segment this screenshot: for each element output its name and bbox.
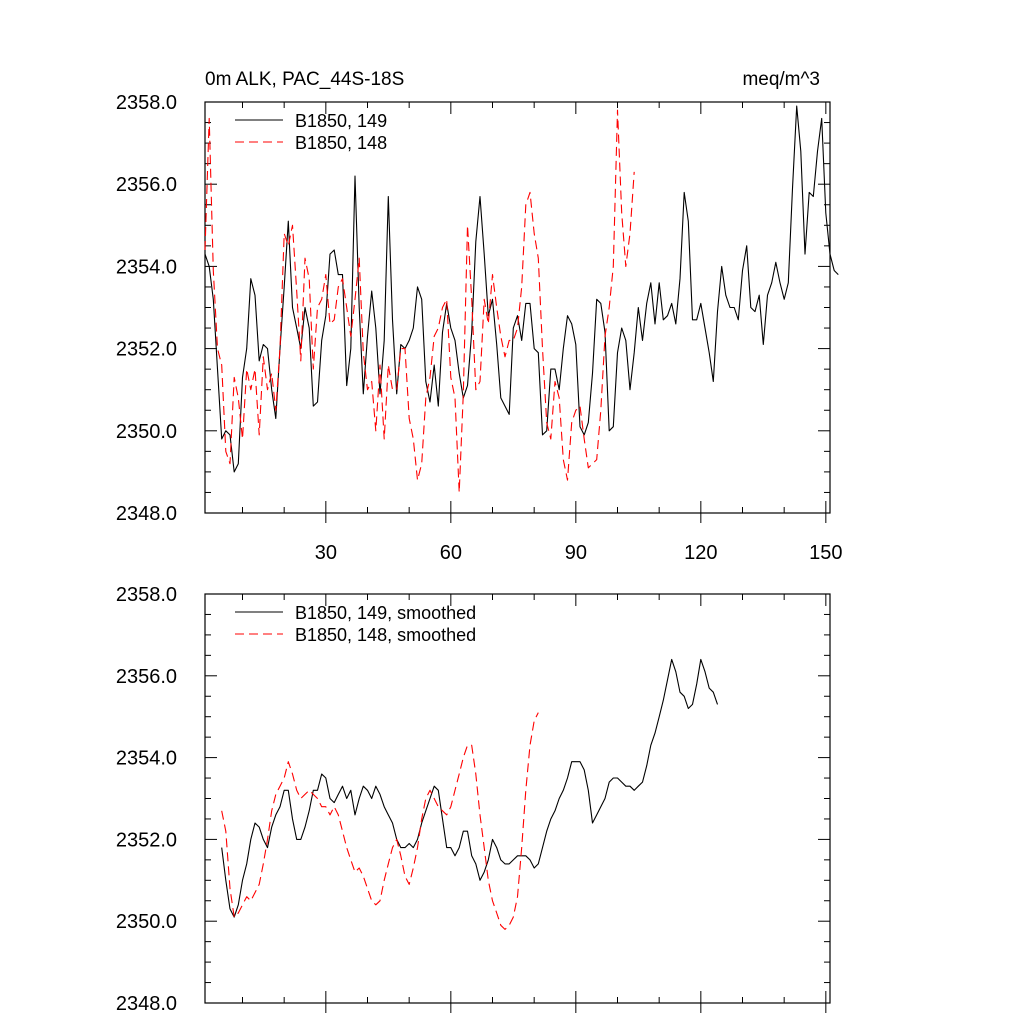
legend-label-1: B1850, 149, smoothed bbox=[295, 603, 476, 623]
y-tick-label: 2350.0 bbox=[116, 911, 177, 933]
y-tick-label: 2354.0 bbox=[116, 256, 177, 278]
chart-title: 0m ALK, PAC_44S-18S bbox=[205, 69, 404, 90]
series-line-2 bbox=[204, 109, 635, 493]
series-line-2 bbox=[221, 712, 539, 930]
plot-frame bbox=[204, 593, 831, 1004]
legend-label-1: B1850, 149 bbox=[295, 111, 387, 131]
y-tick-label: 2350.0 bbox=[116, 421, 177, 443]
top-panel: 2348.0 2350.0 2352.0 2354.0 2356.0 2358.0 30 60… bbox=[116, 69, 843, 564]
y-tick-label: 2348.0 bbox=[116, 993, 177, 1015]
series-line-1 bbox=[221, 658, 719, 918]
y-tick-label: 2352.0 bbox=[116, 339, 177, 361]
x-tick-label: 30 bbox=[315, 542, 337, 564]
y-tick-label: 2348.0 bbox=[116, 503, 177, 525]
legend-label-2: B1850, 148 bbox=[295, 133, 387, 153]
bottom-panel: 2348.0 2350.0 2352.0 2354.0 2356.0 2358.0 B185… bbox=[116, 584, 831, 1015]
x-tick-label: 60 bbox=[440, 542, 462, 564]
x-tick-label: 150 bbox=[809, 542, 842, 564]
legend-label-2: B1850, 148, smoothed bbox=[295, 625, 476, 645]
y-tick-label: 2356.0 bbox=[116, 666, 177, 688]
plot-frame bbox=[204, 101, 831, 514]
x-tick-label: 120 bbox=[684, 542, 717, 564]
x-tick-label: 90 bbox=[565, 542, 587, 564]
y-tick-label: 2358.0 bbox=[116, 92, 177, 114]
units-label: meq/m^3 bbox=[742, 69, 820, 90]
y-tick-label: 2356.0 bbox=[116, 174, 177, 196]
y-tick-label: 2358.0 bbox=[116, 584, 177, 606]
y-tick-label: 2352.0 bbox=[116, 829, 177, 851]
series-line-1 bbox=[204, 105, 839, 473]
y-tick-label: 2354.0 bbox=[116, 748, 177, 770]
